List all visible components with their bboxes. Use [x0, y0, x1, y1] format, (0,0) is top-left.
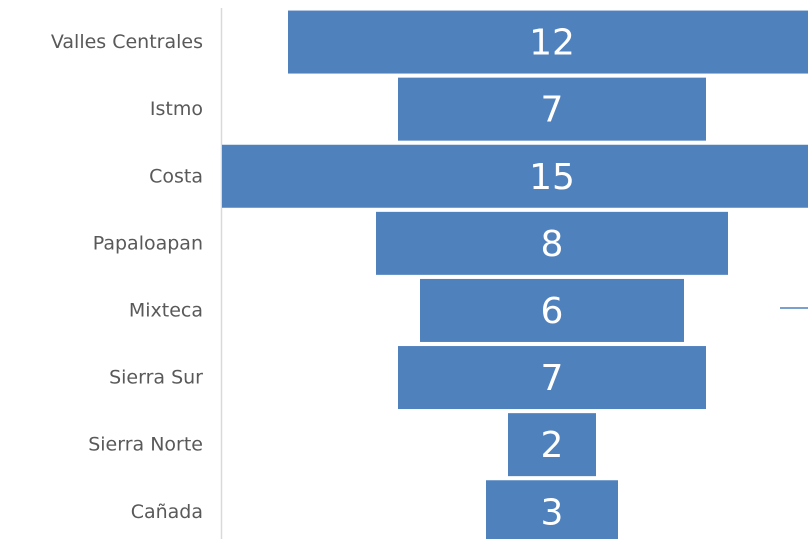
funnel-bar	[398, 346, 706, 410]
value-label: 6	[541, 291, 564, 332]
category-label: Istmo	[150, 98, 203, 120]
category-label: Valles Centrales	[51, 31, 203, 53]
category-label: Papaloapan	[93, 232, 203, 254]
category-label: Sierra Norte	[88, 434, 203, 456]
category-label: Costa	[149, 165, 203, 187]
funnel-bar	[288, 10, 808, 74]
funnel-bar	[508, 413, 596, 477]
funnel-bar	[420, 278, 684, 342]
category-label: Mixteca	[129, 299, 203, 321]
value-label: 8	[541, 224, 564, 265]
funnel-bar	[222, 144, 808, 208]
funnel-bar	[398, 77, 706, 141]
funnel-bar	[376, 211, 728, 275]
value-label: 7	[541, 90, 564, 131]
category-label: Cañada	[131, 501, 203, 523]
value-label: 2	[541, 425, 564, 466]
value-label: 12	[529, 23, 575, 64]
funnel-bar	[486, 480, 618, 539]
value-label: 7	[541, 358, 564, 399]
value-label: 3	[541, 492, 564, 533]
value-label: 15	[529, 157, 575, 198]
category-label: Sierra Sur	[109, 367, 203, 389]
